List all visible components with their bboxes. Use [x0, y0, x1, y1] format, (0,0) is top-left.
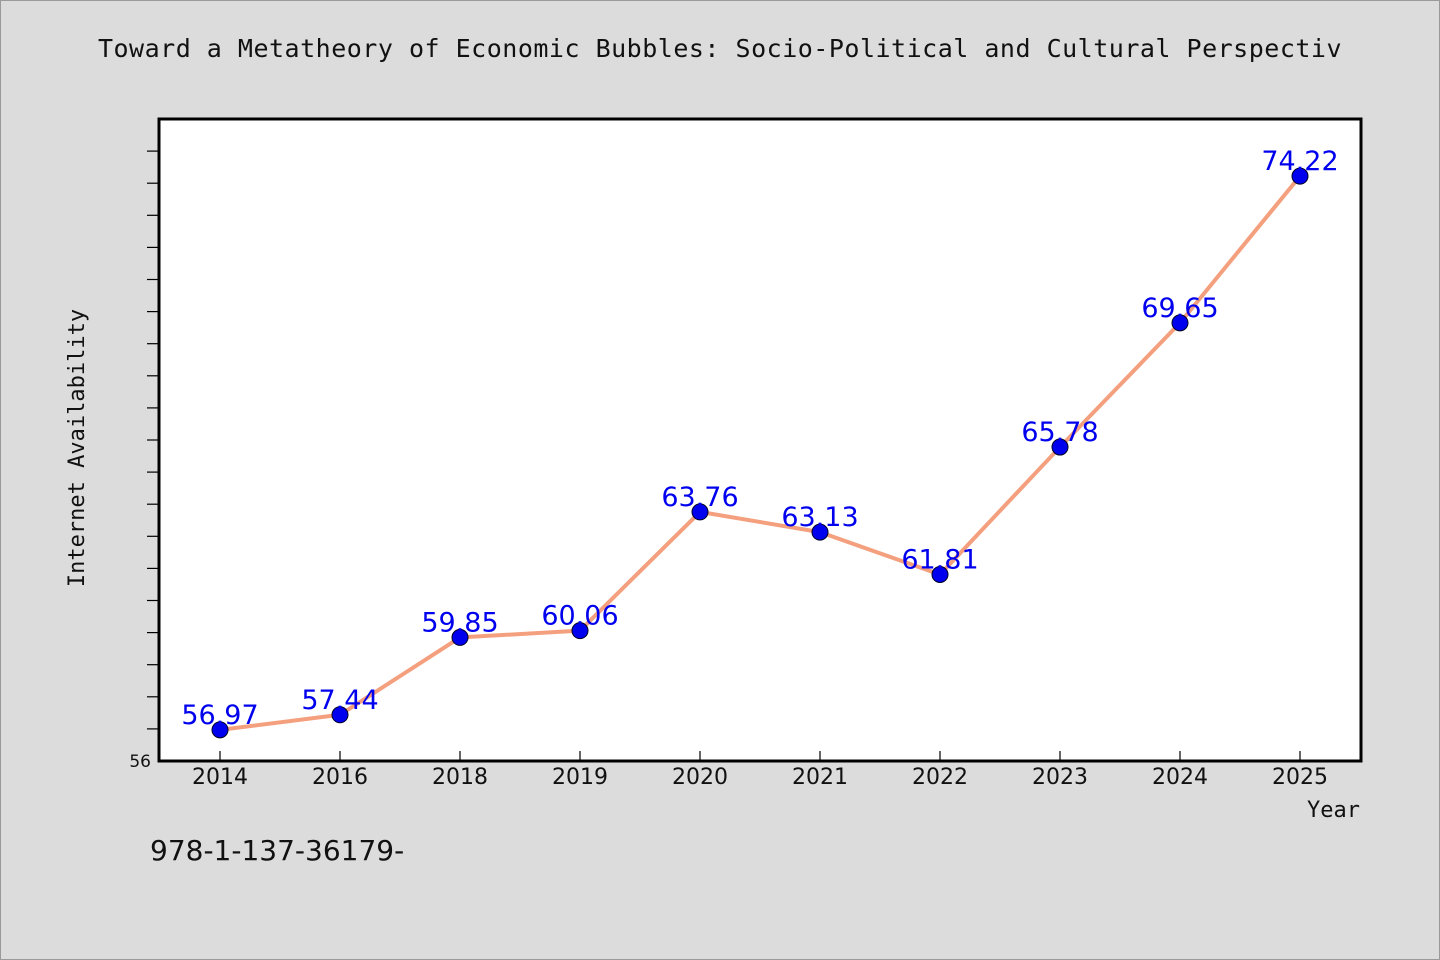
- y-axis-label: Internet Availability: [65, 309, 90, 587]
- plot-area: [157, 117, 1363, 763]
- x-tick-label: 2014: [192, 765, 248, 790]
- data-point: [1051, 438, 1069, 456]
- x-tick-label: 2021: [792, 765, 848, 790]
- x-axis-label: Year: [1307, 798, 1360, 823]
- footer-text: 978-1-137-36179-: [150, 834, 405, 867]
- series-line: [218, 174, 1302, 732]
- data-label: 63.13: [781, 502, 858, 533]
- x-tick-label: 2019: [552, 765, 608, 790]
- data-point: [811, 523, 829, 541]
- data-point: [451, 628, 469, 646]
- y-axis-ticks: 56: [129, 150, 159, 772]
- data-point: [331, 706, 349, 724]
- y-tick-label: 56: [129, 752, 151, 772]
- x-tick-label: 2022: [912, 765, 968, 790]
- data-point: [211, 721, 229, 739]
- data-label: 69.65: [1141, 293, 1218, 324]
- data-point: [931, 565, 949, 583]
- x-tick-label: 2018: [432, 765, 488, 790]
- data-label: 56.97: [181, 700, 258, 731]
- x-tick-label: 2016: [312, 765, 368, 790]
- x-axis-ticks: 2014 2016 2018 2019 2020 2021 2022 2023 2024 2025: [192, 751, 1328, 790]
- chart-title: Toward a Metatheory of Economic Bubbles:…: [97, 34, 1343, 63]
- series-layer: 56.97 57.44 59.85 60.06 63.76 63.13 61.81 65.78…: [181, 146, 1339, 739]
- data-point: [571, 622, 589, 640]
- x-tick-label: 2025: [1272, 765, 1328, 790]
- x-tick-label: 2020: [672, 765, 728, 790]
- data-label: 57.44: [301, 685, 378, 716]
- x-tick-label: 2024: [1152, 765, 1208, 790]
- data-point: [1171, 314, 1189, 332]
- data-label: 60.06: [541, 601, 618, 632]
- data-label: 59.85: [421, 607, 498, 638]
- data-label: 63.76: [661, 482, 738, 513]
- data-label: 74.22: [1261, 146, 1338, 177]
- data-point: [1291, 167, 1309, 185]
- data-label: 65.78: [1021, 417, 1098, 448]
- x-tick-label: 2023: [1032, 765, 1088, 790]
- data-point: [691, 503, 709, 521]
- data-label: 61.81: [901, 544, 978, 575]
